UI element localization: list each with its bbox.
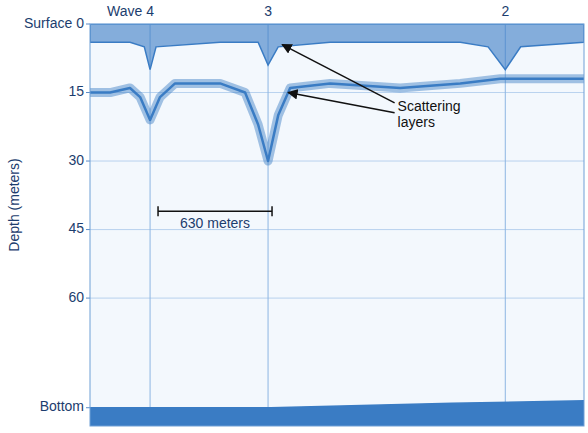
wave-line: [268, 24, 269, 426]
tick-label: 45: [68, 220, 84, 236]
tick-label: 0: [76, 15, 84, 31]
plot-data: [90, 24, 584, 426]
tick-label: 60: [68, 289, 84, 305]
annotation-line: layers: [398, 114, 435, 130]
plot-background: [90, 24, 584, 426]
wave-line: [150, 24, 151, 426]
surface-label: Surface: [24, 15, 72, 31]
scale-bar-cap: [157, 206, 159, 216]
tick-mark: [86, 161, 90, 162]
wave-label: Wave 4: [107, 3, 154, 19]
axis-title: Depth (meters): [6, 158, 22, 251]
annotation-line: Scattering: [398, 98, 461, 114]
grid-line: [90, 161, 584, 162]
scale-bar: [158, 211, 272, 213]
tick-mark: [86, 298, 90, 299]
surface-scattering-band: [90, 24, 584, 70]
tick-label: 30: [68, 152, 84, 168]
wave-label: 3: [264, 3, 272, 19]
scale-bar-label: 630 meters: [180, 215, 250, 231]
scale-bar-cap: [271, 206, 273, 216]
annotation-arrow: [288, 93, 394, 113]
wave-label: 2: [501, 3, 509, 19]
sea-bottom: [90, 401, 584, 426]
scattering-layer-band: [90, 79, 584, 161]
wave-line: [505, 24, 506, 426]
tick-mark: [86, 24, 90, 25]
tick-label: Bottom: [40, 398, 84, 414]
grid-line: [90, 298, 584, 299]
tick-label: 15: [68, 83, 84, 99]
echogram-chart: 0 15 30 45 60 Bottom Surface Depth (meters) Wave…: [0, 0, 588, 433]
scattering-layer: [90, 79, 584, 161]
grid-line: [90, 229, 584, 230]
annotation: Scatteringlayers: [398, 98, 461, 130]
tick-mark: [86, 92, 90, 93]
tick-mark: [86, 407, 90, 408]
plot-frame: [90, 24, 584, 426]
tick-mark: [86, 229, 90, 230]
